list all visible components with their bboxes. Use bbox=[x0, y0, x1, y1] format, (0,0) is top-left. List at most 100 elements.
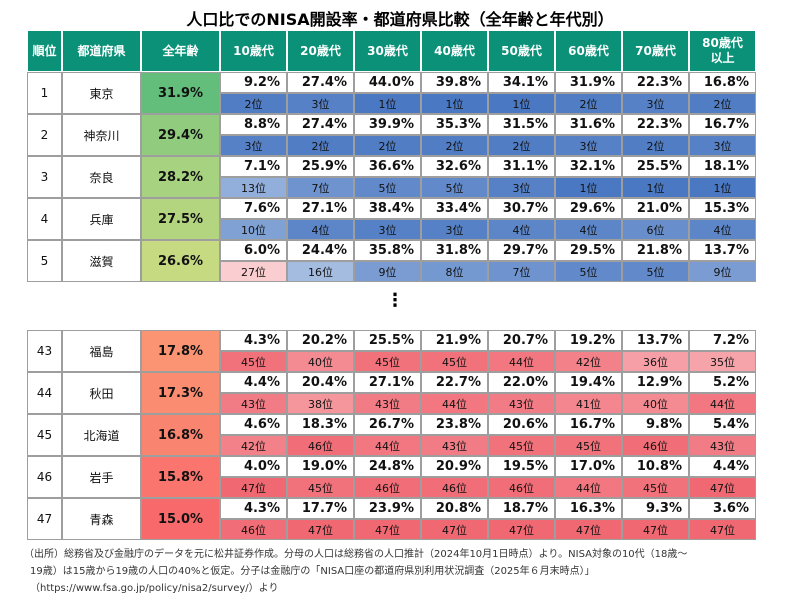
pct-cell: 17.7% bbox=[287, 498, 354, 519]
age-rank-cell: 46位 bbox=[622, 435, 689, 456]
pct-cell: 25.5% bbox=[354, 330, 421, 351]
age-rank-cell: 45位 bbox=[622, 477, 689, 498]
pct-cell: 21.0% bbox=[622, 198, 689, 219]
pref-cell: 神奈川 bbox=[62, 114, 141, 156]
pct-cell: 27.4% bbox=[287, 72, 354, 93]
age-rank-cell: 3位 bbox=[622, 93, 689, 114]
age-rank-cell: 3位 bbox=[421, 219, 488, 240]
pct-cell: 4.4% bbox=[220, 372, 287, 393]
age-rank-cell: 44位 bbox=[421, 393, 488, 414]
pct-cell: 18.3% bbox=[287, 414, 354, 435]
pct-cell: 23.9% bbox=[354, 498, 421, 519]
pct-cell: 25.5% bbox=[622, 156, 689, 177]
pct-cell: 19.4% bbox=[555, 372, 622, 393]
age-rank-cell: 9位 bbox=[354, 261, 421, 282]
all-age-cell: 16.8% bbox=[141, 414, 220, 456]
all-age-cell: 29.4% bbox=[141, 114, 220, 156]
pct-cell: 19.2% bbox=[555, 330, 622, 351]
rank-cell: 47 bbox=[27, 498, 62, 540]
age-rank-cell: 8位 bbox=[421, 261, 488, 282]
age-rank-cell: 43位 bbox=[421, 435, 488, 456]
age-rank-cell: 10位 bbox=[220, 219, 287, 240]
age-rank-cell: 2位 bbox=[287, 135, 354, 156]
pct-cell: 31.5% bbox=[488, 114, 555, 135]
age-rank-cell: 45位 bbox=[220, 351, 287, 372]
pref-cell: 北海道 bbox=[62, 414, 141, 456]
header-cell: 70歳代 bbox=[622, 30, 689, 72]
pct-cell: 19.0% bbox=[287, 456, 354, 477]
age-rank-cell: 27位 bbox=[220, 261, 287, 282]
age-rank-cell: 47位 bbox=[220, 477, 287, 498]
age-rank-cell: 9位 bbox=[689, 261, 756, 282]
pct-cell: 32.1% bbox=[555, 156, 622, 177]
pct-cell: 13.7% bbox=[689, 240, 756, 261]
pct-cell: 20.4% bbox=[287, 372, 354, 393]
pct-cell: 31.8% bbox=[421, 240, 488, 261]
age-rank-cell: 44位 bbox=[689, 393, 756, 414]
age-rank-cell: 13位 bbox=[220, 177, 287, 198]
header-cell: 20歳代 bbox=[287, 30, 354, 72]
age-rank-cell: 46位 bbox=[421, 477, 488, 498]
age-rank-cell: 1位 bbox=[421, 93, 488, 114]
pct-cell: 27.1% bbox=[287, 198, 354, 219]
age-rank-cell: 7位 bbox=[287, 177, 354, 198]
rank-cell: 5 bbox=[27, 240, 62, 282]
ellipsis: ⋮ bbox=[386, 290, 404, 311]
pct-cell: 16.8% bbox=[689, 72, 756, 93]
pct-cell: 9.2% bbox=[220, 72, 287, 93]
pct-cell: 24.8% bbox=[354, 456, 421, 477]
all-age-cell: 31.9% bbox=[141, 72, 220, 114]
all-age-cell: 15.8% bbox=[141, 456, 220, 498]
pct-cell: 33.4% bbox=[421, 198, 488, 219]
footnote: （出所）総務省及び金融庁のデータを元に松井証券作成。分母の人口は総務省の人口推計… bbox=[24, 549, 688, 560]
age-rank-cell: 47位 bbox=[354, 519, 421, 540]
header-cell: 全年齢 bbox=[141, 30, 220, 72]
all-age-cell: 28.2% bbox=[141, 156, 220, 198]
pct-cell: 10.8% bbox=[622, 456, 689, 477]
pref-cell: 青森 bbox=[62, 498, 141, 540]
age-rank-cell: 44位 bbox=[354, 435, 421, 456]
pct-cell: 18.1% bbox=[689, 156, 756, 177]
pct-cell: 18.7% bbox=[488, 498, 555, 519]
age-rank-cell: 3位 bbox=[488, 177, 555, 198]
pct-cell: 27.1% bbox=[354, 372, 421, 393]
age-rank-cell: 44位 bbox=[555, 477, 622, 498]
header-cell: 80歳代 以上 bbox=[689, 30, 756, 72]
age-rank-cell: 5位 bbox=[421, 177, 488, 198]
rank-cell: 44 bbox=[27, 372, 62, 414]
pct-cell: 5.2% bbox=[689, 372, 756, 393]
pct-cell: 39.9% bbox=[354, 114, 421, 135]
age-rank-cell: 38位 bbox=[287, 393, 354, 414]
age-rank-cell: 41位 bbox=[555, 393, 622, 414]
pct-cell: 31.9% bbox=[555, 72, 622, 93]
header-cell: 順位 bbox=[27, 30, 62, 72]
pct-cell: 6.0% bbox=[220, 240, 287, 261]
header-cell: 60歳代 bbox=[555, 30, 622, 72]
age-rank-cell: 43位 bbox=[354, 393, 421, 414]
age-rank-cell: 40位 bbox=[287, 351, 354, 372]
age-rank-cell: 3位 bbox=[555, 135, 622, 156]
pct-cell: 9.8% bbox=[622, 414, 689, 435]
pct-cell: 20.9% bbox=[421, 456, 488, 477]
pct-cell: 29.6% bbox=[555, 198, 622, 219]
pref-cell: 岩手 bbox=[62, 456, 141, 498]
pct-cell: 39.8% bbox=[421, 72, 488, 93]
all-age-cell: 15.0% bbox=[141, 498, 220, 540]
pct-cell: 4.3% bbox=[220, 498, 287, 519]
pct-cell: 8.8% bbox=[220, 114, 287, 135]
all-age-cell: 27.5% bbox=[141, 198, 220, 240]
pct-cell: 26.7% bbox=[354, 414, 421, 435]
pref-cell: 秋田 bbox=[62, 372, 141, 414]
pct-cell: 22.3% bbox=[622, 72, 689, 93]
age-rank-cell: 4位 bbox=[287, 219, 354, 240]
header-cell: 50歳代 bbox=[488, 30, 555, 72]
age-rank-cell: 4位 bbox=[689, 219, 756, 240]
age-rank-cell: 1位 bbox=[488, 93, 555, 114]
rank-cell: 4 bbox=[27, 198, 62, 240]
age-rank-cell: 2位 bbox=[488, 135, 555, 156]
all-age-cell: 17.8% bbox=[141, 330, 220, 372]
age-rank-cell: 46位 bbox=[220, 519, 287, 540]
pct-cell: 9.3% bbox=[622, 498, 689, 519]
pct-cell: 16.7% bbox=[689, 114, 756, 135]
pct-cell: 4.4% bbox=[689, 456, 756, 477]
